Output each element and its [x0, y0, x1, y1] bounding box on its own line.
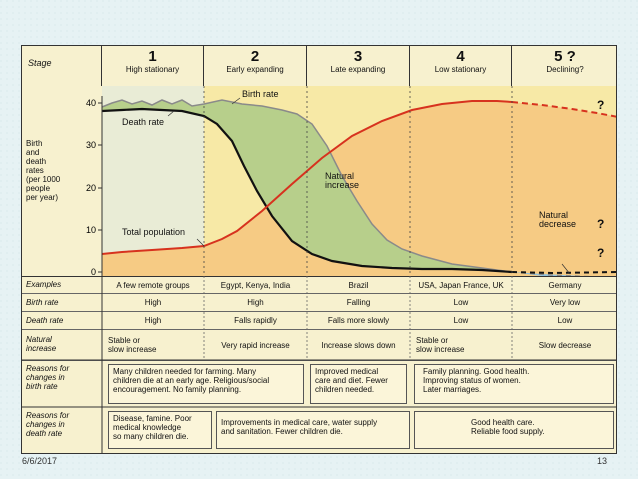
examples-stage-1: A few remote groups [116, 280, 190, 290]
stage-2-header: 2 Early expanding [204, 46, 307, 86]
transition-chart: 40 30 20 10 0 [22, 86, 616, 276]
stage-label: Stage [22, 46, 102, 86]
birth-rate-annotation: Birth rate [242, 89, 279, 99]
total-population-annotation: Total population [122, 227, 186, 237]
stage-header-row [22, 46, 616, 87]
stage-2-number: 2 [250, 48, 260, 65]
natural-increase-annotation: Natural increase [325, 171, 360, 190]
demographic-transition-figure: Stage 1 High stationary 2 Early expandin… [21, 45, 617, 454]
death-rate-line [101, 107, 513, 274]
stage-1-name: High stationary [125, 65, 180, 74]
reasons-birth-stages-4-5: Family planning. Good health. Improving … [414, 364, 614, 404]
birth-rate-stage-4: Low [453, 298, 469, 307]
stage-4-name: Low stationary [434, 65, 487, 74]
decrease-question-mark: ? [597, 246, 605, 260]
examples-stage-2: Egypt, Kenya, India [220, 280, 291, 290]
stage-4-header: 4 Low stationary [410, 46, 512, 86]
row-label-natural-increase: Natural increase [26, 335, 57, 353]
table-grid [22, 276, 616, 453]
population-question-mark: ? [597, 98, 605, 112]
natural-decrease-area [512, 272, 616, 276]
natural-decrease-annotation: Natural decrease [539, 210, 577, 229]
birth-rate-stage-2: High [247, 298, 264, 307]
reasons-birth-stage-3: Improved medical care and diet. Fewer ch… [310, 364, 407, 404]
stage-5-number: 5 ? [554, 48, 576, 65]
slide-page-number: 13 [597, 456, 608, 466]
stage-1-header: 1 High stationary [102, 46, 204, 86]
birth-rate-line [101, 99, 513, 273]
y-tick-label-10: 10 [86, 225, 96, 235]
examples-stage-4: USA, Japan France, UK [418, 280, 504, 290]
death-rate-stage-2: Falls rapidly [234, 316, 277, 325]
row-label-reasons-birth: Reasons for changes in birth rate [26, 364, 70, 391]
natural-increase-stage-3: Increase slows down [321, 340, 396, 350]
natural-increase-stage-5: Slow decrease [538, 340, 592, 350]
population-fill [102, 101, 616, 276]
table-row [22, 276, 616, 294]
death-rate-stage-1: High [144, 316, 162, 325]
natural-increase-stage-2: Very rapid increase [221, 340, 290, 350]
slide-date: 6/6/2017 [22, 456, 58, 466]
birth-rate-stage-5: Very low [549, 298, 581, 307]
y-tick-label-30: 30 [86, 140, 96, 150]
total-population-projection [511, 101, 616, 118]
stage-3-name: Late expanding [330, 65, 386, 74]
natural-decrease-leader [561, 263, 571, 275]
birth-rate-stage-1: High [144, 298, 162, 307]
natural-increase-stage-4: Stable or slow increase [416, 336, 465, 354]
examples-stage-5: Germany [548, 280, 582, 290]
stage-3-header: 3 Late expanding [307, 46, 410, 86]
birth-rate-leader [231, 97, 241, 105]
death-rate-stage-4: Low [453, 316, 469, 325]
stage-1-band [102, 86, 204, 276]
reasons-death-stage-1: Disease, famine. Poor medical knowledge … [108, 411, 212, 449]
death-rate-stage-5: Low [557, 316, 573, 325]
total-population-leader [196, 238, 205, 247]
total-population-line [101, 100, 513, 255]
death-rate-stage-3: Falls more slowly [327, 316, 390, 325]
stage-5-header: 5 ? Declining? [512, 46, 616, 86]
y-tick-label-0: 0 [91, 267, 96, 276]
birth-rate-stage-3: Falling [346, 298, 371, 307]
stage-5-name: Declining? [546, 65, 584, 74]
death-rate-projection [511, 271, 616, 275]
row-label-examples: Examples [26, 280, 62, 289]
reasons-death-stages-4-5: Good health care. Reliable food supply. [414, 411, 614, 449]
reasons-birth-stages-1-2: Many children needed for farming. Many c… [108, 364, 304, 404]
examples-stage-3: Brazil [348, 280, 369, 290]
y-tick-label-20: 20 [86, 183, 96, 193]
y-tick-label-40: 40 [86, 98, 96, 108]
row-label-birth-rate: Birth rate [26, 298, 59, 307]
row-label-death-rate: Death rate [26, 316, 64, 325]
reasons-death-stages-2-3: Improvements in medical care, water supp… [216, 411, 410, 449]
row-label-reasons-death: Reasons for changes in death rate [26, 411, 70, 438]
stage-3-number: 3 [353, 48, 363, 65]
rate-question-mark: ? [597, 217, 605, 231]
natural-increase-stage-1: Stable or slow increase [108, 336, 157, 354]
stage-2-name: Early expanding [226, 65, 284, 74]
table-row [22, 293, 616, 312]
stage-1-number: 1 [148, 48, 157, 65]
y-axis-label: Birth and death rates (per 1000 people p… [26, 139, 61, 202]
death-rate-annotation: Death rate [122, 117, 165, 127]
stage-4-number: 4 [456, 48, 465, 65]
table-row [22, 311, 616, 330]
death-rate-leader [167, 110, 175, 117]
